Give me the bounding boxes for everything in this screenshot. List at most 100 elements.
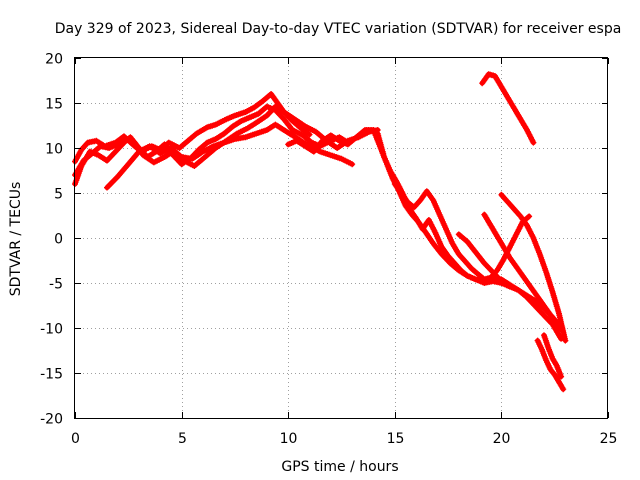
- data-point-marker: [306, 131, 313, 138]
- data-point-marker: [513, 220, 525, 238]
- data-point-marker: [193, 125, 209, 137]
- data-point-marker: [549, 321, 564, 341]
- data-point-marker: [481, 260, 495, 274]
- data-point-marker: [176, 139, 190, 151]
- data-point-marker: [538, 299, 551, 314]
- data-point-marker: [104, 149, 118, 164]
- data-point-marker: [338, 155, 354, 167]
- data-point-marker: [498, 191, 510, 204]
- data-point-marker: [526, 281, 538, 296]
- data-point-marker: [457, 267, 469, 278]
- data-point-marker: [406, 206, 419, 220]
- data-point-marker: [479, 72, 491, 87]
- data-point-marker: [165, 139, 181, 151]
- data-point-marker: [336, 137, 350, 147]
- data-point-marker: [310, 139, 325, 155]
- data-point-marker: [136, 144, 151, 155]
- data-point-marker: [204, 136, 217, 146]
- y-tick-label: 20: [45, 52, 63, 68]
- data-point-marker: [494, 233, 506, 249]
- data-point-marker: [180, 157, 196, 169]
- data-point-marker: [189, 149, 205, 162]
- data-point-marker: [498, 83, 510, 100]
- data-point-marker: [212, 131, 226, 142]
- data-point-marker: [524, 294, 538, 309]
- data-point-marker: [543, 269, 555, 294]
- data-point-marker: [543, 357, 553, 371]
- y-tick-label: 15: [45, 97, 63, 113]
- data-point-marker: [430, 240, 444, 256]
- series-arc-11: [479, 71, 537, 146]
- data-point-marker: [202, 146, 218, 160]
- data-point-marker: [545, 344, 555, 360]
- data-point-marker: [78, 141, 90, 153]
- data-point-marker: [562, 337, 569, 344]
- series-arc-7: [391, 181, 533, 283]
- data-point-marker: [289, 127, 305, 138]
- data-point-marker: [423, 188, 436, 202]
- data-point-marker: [438, 251, 452, 265]
- data-point-marker: [558, 373, 565, 380]
- y-axis-label: SDTVAR / TECUs: [8, 182, 24, 297]
- data-point-marker: [511, 105, 523, 121]
- data-point-marker: [464, 272, 478, 282]
- data-point-marker: [229, 118, 243, 130]
- data-point-marker: [114, 162, 131, 180]
- x-tick-label: 0: [71, 431, 80, 447]
- x-tick-label: 5: [178, 431, 187, 447]
- data-point-marker: [549, 355, 559, 368]
- data-point-marker: [327, 132, 341, 143]
- data-point-marker: [391, 181, 404, 195]
- data-point-marker: [353, 128, 367, 141]
- data-point-marker: [244, 120, 258, 132]
- data-point-marker: [114, 136, 128, 148]
- x-tick-label: 15: [387, 431, 405, 447]
- data-point-marker: [545, 308, 557, 323]
- data-point-marker: [191, 155, 207, 169]
- data-point-marker: [530, 235, 543, 256]
- data-point-marker: [212, 117, 228, 128]
- data-point-marker: [481, 211, 493, 227]
- series-arc-8: [481, 211, 565, 333]
- data-point-marker: [374, 130, 387, 159]
- data-point-marker: [242, 105, 256, 115]
- data-point-marker: [438, 244, 450, 258]
- data-point-marker: [251, 99, 265, 111]
- series-arc-12: [534, 337, 567, 393]
- data-point-marker: [449, 240, 461, 256]
- data-point-marker: [300, 132, 314, 145]
- x-tick-label: 20: [493, 431, 511, 447]
- data-point-marker: [504, 199, 516, 211]
- data-point-marker: [398, 190, 410, 204]
- data-point-marker: [349, 161, 356, 168]
- x-tick-label: 10: [280, 431, 298, 447]
- data-point-marker: [89, 144, 103, 157]
- data-point-marker: [436, 211, 449, 231]
- data-point-marker: [272, 121, 286, 133]
- data-point-marker: [506, 283, 513, 290]
- data-point-marker: [255, 104, 269, 117]
- data-point-marker: [185, 131, 199, 144]
- series-arc-6: [374, 130, 565, 342]
- series-line: [479, 71, 536, 146]
- y-tick-label: 10: [45, 142, 63, 158]
- data-point-marker: [344, 135, 358, 148]
- series-arc-9: [498, 191, 569, 344]
- data-point-marker: [492, 73, 504, 89]
- data-point-marker: [541, 312, 555, 327]
- data-point-marker: [472, 249, 487, 265]
- data-point-marker: [106, 142, 119, 151]
- data-point-marker: [464, 238, 478, 254]
- data-point-marker: [553, 362, 564, 378]
- data-point-marker: [430, 197, 442, 216]
- data-point-marker: [298, 125, 312, 137]
- data-point-marker: [246, 111, 260, 121]
- data-point-marker: [526, 213, 533, 220]
- data-point-marker: [421, 227, 436, 245]
- data-point-marker: [387, 168, 399, 184]
- data-point-marker: [534, 337, 545, 351]
- data-point-marker: [547, 366, 557, 377]
- data-point-marker: [538, 346, 549, 362]
- y-tick-label: -5: [49, 277, 63, 293]
